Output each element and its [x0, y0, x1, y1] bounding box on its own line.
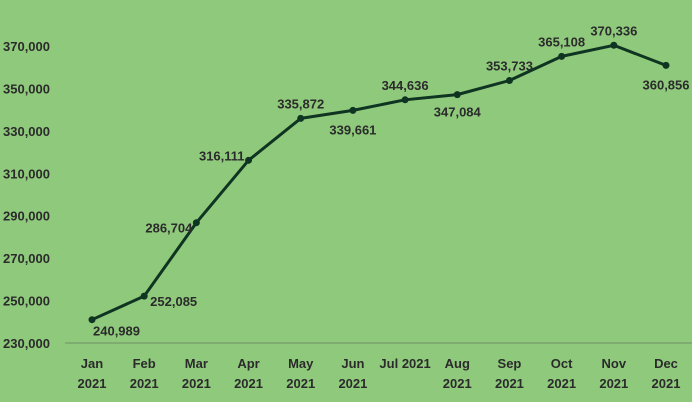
- x-tick-label: Sep 2021: [495, 356, 524, 391]
- y-tick-label: 310,000: [3, 166, 50, 181]
- x-tick-label: Jun 2021: [338, 356, 367, 391]
- data-labels: 240,989 252,085 286,704 316,111 335,872 339,6…: [93, 23, 690, 338]
- data-label: 286,704: [145, 221, 193, 236]
- x-tick-label: Feb 2021: [130, 356, 159, 391]
- data-point: [297, 114, 305, 122]
- data-markers: [88, 41, 670, 324]
- x-tick-label: Aug 2021: [443, 356, 472, 391]
- data-label: 360,856: [643, 77, 690, 92]
- x-tick-label: Apr 2021: [234, 356, 263, 391]
- y-tick-label: 330,000: [3, 124, 50, 139]
- y-tick-label: 270,000: [3, 251, 50, 266]
- x-tick-label: Dec 2021: [652, 356, 681, 391]
- y-axis-tick-labels: 230,000 250,000 270,000 290,000 310,000 330,0…: [3, 39, 50, 351]
- data-point: [349, 106, 357, 114]
- data-label: 370,336: [590, 23, 637, 38]
- data-point: [245, 156, 253, 164]
- data-point: [88, 316, 96, 324]
- data-label: 347,084: [434, 105, 482, 120]
- data-label: 353,733: [486, 59, 533, 74]
- data-point: [558, 52, 566, 60]
- data-point: [192, 219, 200, 227]
- y-tick-label: 350,000: [3, 81, 50, 96]
- x-tick-label: Nov 2021: [599, 356, 628, 391]
- x-tick-label: Mar 2021: [182, 356, 211, 391]
- data-point: [401, 96, 409, 104]
- data-label: 344,636: [382, 78, 429, 93]
- data-label: 240,989: [93, 324, 140, 339]
- x-axis-tick-labels: Jan 2021 Feb 2021 Mar 2021 Apr 2021 May 2021 Jun 20…: [78, 356, 681, 391]
- y-tick-label: 370,000: [3, 39, 50, 54]
- data-label: 339,661: [329, 122, 376, 137]
- x-tick-label: Jul 2021: [379, 356, 430, 371]
- y-tick-label: 290,000: [3, 209, 50, 224]
- data-label: 252,085: [150, 294, 197, 309]
- data-point: [610, 41, 618, 49]
- data-point: [453, 91, 461, 99]
- data-point: [505, 77, 513, 85]
- data-point: [140, 292, 148, 300]
- data-label: 335,872: [277, 96, 324, 111]
- data-label: 316,111: [199, 148, 245, 163]
- x-tick-label: Jan 2021: [78, 356, 107, 391]
- data-point: [662, 61, 670, 69]
- data-label: 365,108: [538, 34, 585, 49]
- y-tick-label: 230,000: [3, 336, 50, 351]
- x-tick-label: Oct 2021: [547, 356, 576, 391]
- y-tick-label: 250,000: [3, 294, 50, 309]
- series-line: [91, 43, 667, 322]
- x-tick-label: May 2021: [286, 356, 315, 391]
